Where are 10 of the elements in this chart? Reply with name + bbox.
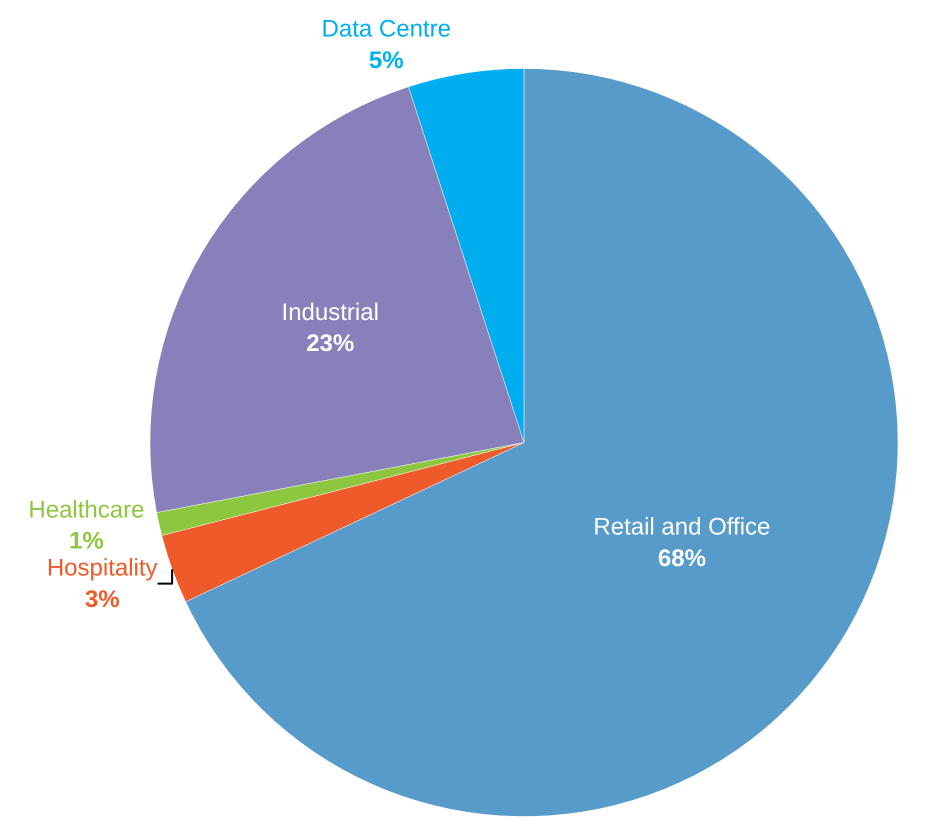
data-label: 1%: [69, 528, 104, 555]
data-label: 5%: [368, 46, 404, 74]
data-label: 3%: [84, 586, 120, 613]
slice-label: Industrial: [282, 298, 379, 326]
slice-label: Data Centre: [322, 16, 451, 43]
data-label: 23%: [306, 330, 354, 358]
slice-label: Retail and Office: [593, 514, 770, 541]
slice-label: Hospitality: [46, 554, 158, 582]
slice-label: Healthcare: [28, 496, 144, 524]
data-label: 68%: [658, 544, 706, 572]
